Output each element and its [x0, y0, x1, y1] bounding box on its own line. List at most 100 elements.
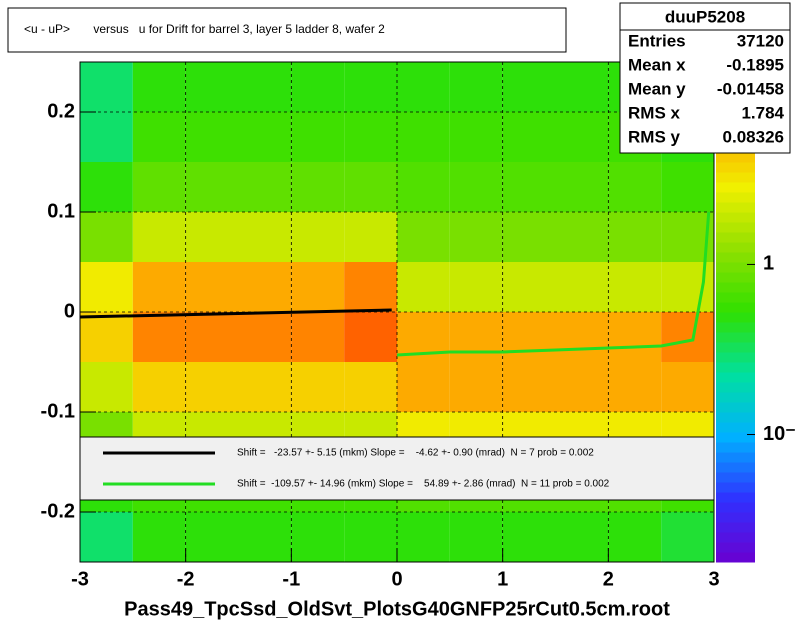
- heatmap-cell: [80, 312, 133, 362]
- colorbar-step: [716, 242, 755, 253]
- heatmap-cell: [132, 162, 186, 212]
- heatmap-cell: [502, 62, 556, 112]
- colorbar-step: [716, 252, 755, 263]
- heatmap-cell: [661, 512, 714, 562]
- heatmap-cell: [291, 212, 345, 262]
- heatmap-cell: [555, 62, 609, 112]
- heatmap-cell: [132, 362, 186, 412]
- heatmap-cell: [185, 162, 239, 212]
- heatmap-cell: [291, 262, 345, 312]
- z-tick-label: 10⁻¹: [763, 423, 795, 445]
- colorbar-step: [716, 422, 755, 433]
- heatmap-cell: [291, 362, 345, 412]
- colorbar-step: [716, 172, 755, 183]
- heatmap-cell: [185, 312, 239, 362]
- colorbar-step: [716, 182, 755, 193]
- colorbar-step: [716, 432, 755, 443]
- legend-label: Shift = -23.57 +- 5.15 (mkm) Slope = -4.…: [237, 448, 594, 459]
- colorbar-step: [716, 402, 755, 413]
- colorbar-step: [716, 212, 755, 223]
- x-tick-label: 1: [497, 568, 508, 590]
- heatmap-cell: [555, 512, 609, 562]
- z-tick-label: 1: [763, 253, 774, 275]
- heatmap-cell: [344, 262, 397, 312]
- y-tick-label: 0.1: [47, 200, 75, 222]
- heatmap-cell: [291, 512, 345, 562]
- stats-value: 0.08326: [723, 127, 784, 146]
- heatmap-cell: [555, 112, 609, 162]
- fit-line: [396, 211, 711, 357]
- colorbar-step: [716, 532, 755, 543]
- stats-key: Entries: [628, 31, 686, 50]
- heatmap-cell: [185, 62, 239, 112]
- colorbar-step: [716, 412, 755, 423]
- heatmap-cell: [502, 112, 556, 162]
- x-tick-label: 3: [708, 568, 719, 590]
- heatmap-cell: [80, 62, 133, 112]
- y-tick-label: 0.2: [47, 100, 75, 122]
- heatmap-cell: [397, 162, 450, 212]
- heatmap-cell: [608, 512, 662, 562]
- colorbar-step: [716, 162, 755, 173]
- stats-value: 1.784: [741, 103, 784, 122]
- colorbar-step: [716, 382, 755, 393]
- heatmap-cell: [397, 362, 450, 412]
- heatmap-cell: [397, 62, 450, 112]
- colorbar-step: [716, 362, 755, 373]
- stats-box: [619, 2, 791, 154]
- heatmap-cell: [608, 162, 662, 212]
- stats-value: -0.01458: [717, 79, 784, 98]
- heatmap-cell: [555, 162, 609, 212]
- heatmap-cell: [185, 262, 239, 312]
- heatmap-cell: [291, 162, 345, 212]
- heatmap-cell: [291, 312, 345, 362]
- heatmap-cell: [502, 312, 556, 362]
- heatmap-cell: [608, 212, 662, 262]
- heatmap-cell: [502, 162, 556, 212]
- heatmap-cell: [80, 512, 133, 562]
- heatmap-cell: [449, 362, 503, 412]
- heatmap-cell: [344, 212, 397, 262]
- heatmap-cell: [555, 262, 609, 312]
- colorbar-step: [716, 322, 755, 333]
- heatmap-cell: [238, 162, 292, 212]
- heatmap-cell: [449, 162, 503, 212]
- heatmap-cell: [132, 112, 186, 162]
- heatmap-cell: [449, 212, 503, 262]
- heatmap-cell: [132, 62, 186, 112]
- colorbar-step: [716, 152, 755, 163]
- heatmap-cell: [185, 112, 239, 162]
- heatmap-cell: [661, 312, 714, 362]
- heatmap-cell: [80, 112, 133, 162]
- heatmap-cell: [608, 312, 662, 362]
- heatmap-cell: [449, 262, 503, 312]
- heatmap-cell: [608, 362, 662, 412]
- y-tick-label: -0.1: [41, 400, 75, 422]
- heatmap-cell: [80, 262, 133, 312]
- heatmap-cell: [397, 212, 450, 262]
- heatmap-cell: [291, 112, 345, 162]
- heatmap-cell: [344, 512, 397, 562]
- colorbar-step: [716, 302, 755, 313]
- heatmap-cell: [185, 512, 239, 562]
- colorbar-step: [716, 272, 755, 283]
- x-tick-label: -2: [177, 568, 195, 590]
- heatmap-cell: [397, 512, 450, 562]
- heatmap-cell: [80, 362, 133, 412]
- heatmap-cell: [661, 262, 714, 312]
- heatmap-cell: [449, 312, 503, 362]
- colorbar-step: [716, 312, 755, 323]
- heatmap-cell: [661, 362, 714, 412]
- heatmap-cell: [344, 312, 397, 362]
- stats-key: RMS y: [628, 127, 681, 146]
- y-tick-label: -0.2: [41, 500, 75, 522]
- colorbar-step: [716, 482, 755, 493]
- stats-value: -0.1895: [726, 55, 784, 74]
- heatmap-cell: [502, 362, 556, 412]
- heatmap-cell: [344, 362, 397, 412]
- colorbar-step: [716, 472, 755, 483]
- heatmap-cell: [502, 512, 556, 562]
- heatmap-cell: [661, 162, 714, 212]
